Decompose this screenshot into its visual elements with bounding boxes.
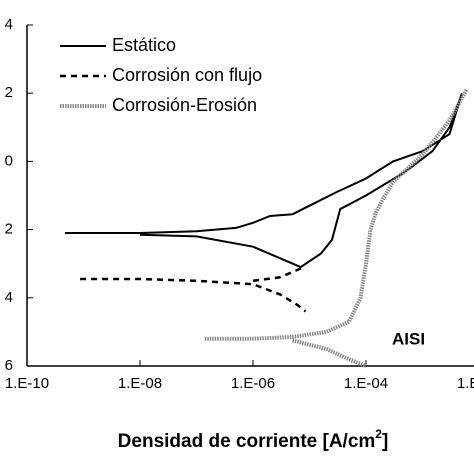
x-tick-label: 1.E-08 [118, 375, 162, 392]
x-tick-label: 1.E-04 [344, 375, 388, 392]
y-tick-label: 2 [5, 84, 13, 101]
x-axis-label-text: Densidad de corriente [A/cm [118, 431, 376, 452]
y-tick-label: 4 [5, 16, 13, 33]
x-axis-label-sup: 2 [375, 427, 382, 441]
annotation: AISI [392, 329, 425, 348]
series-line [65, 92, 463, 269]
x-tick-label: 1.E-02 [457, 375, 474, 392]
y-tick-label: 4 [5, 289, 13, 306]
legend-label: Estático [112, 35, 176, 55]
series-line [80, 265, 307, 313]
y-tick-label: 2 [5, 221, 13, 238]
series-line [204, 88, 469, 368]
y-tick-label: 0 [5, 152, 13, 169]
x-tick-label: 1.E-10 [5, 375, 49, 392]
y-tick-label: 6 [5, 357, 13, 374]
x-axis-label-end: ] [382, 431, 388, 452]
x-axis-label: Densidad de corriente [A/cm2] [118, 427, 389, 452]
legend-label: Corrosión con flujo [112, 65, 262, 85]
legend-label: Corrosión-Erosión [112, 95, 257, 115]
x-tick-label: 1.E-06 [231, 375, 275, 392]
